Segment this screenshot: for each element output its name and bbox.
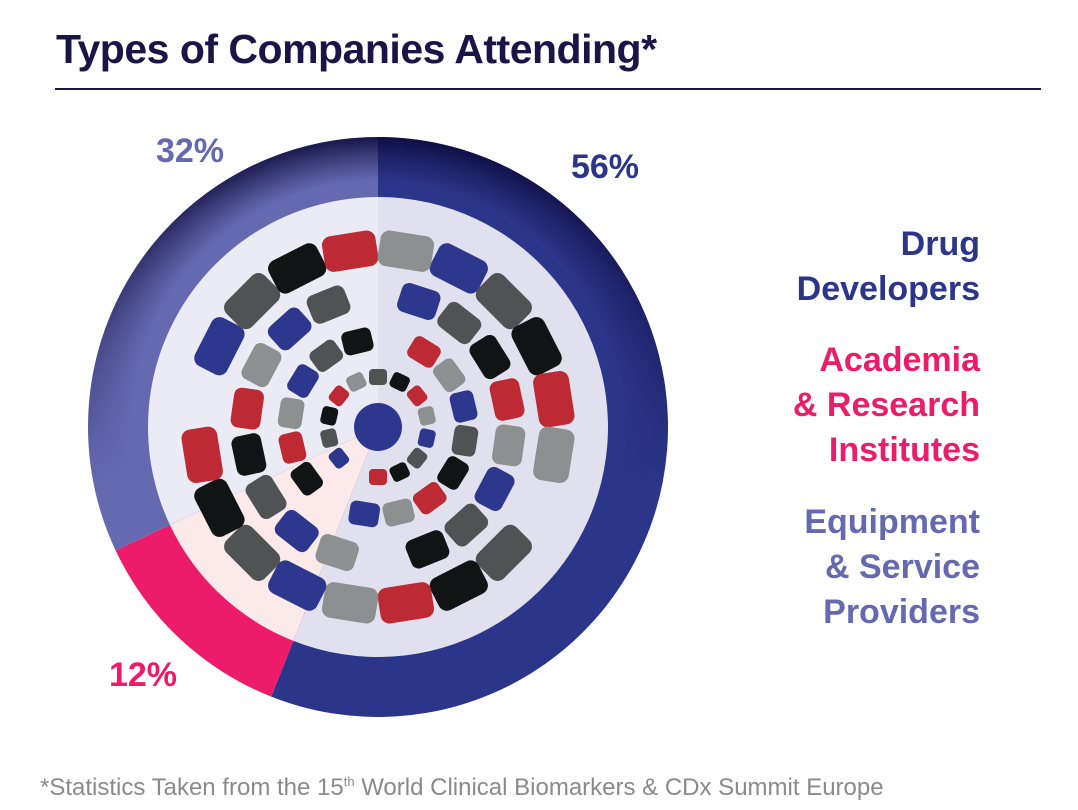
decorative-tile <box>533 370 575 428</box>
decorative-tiles <box>181 230 575 624</box>
legend-label-line: Providers <box>823 593 980 631</box>
footnote: *Statistics Taken from the 15th World Cl… <box>40 774 884 802</box>
decorative-tile <box>405 530 450 569</box>
center-dot <box>354 403 402 451</box>
decorative-tile <box>328 447 350 469</box>
decorative-tile <box>533 426 575 484</box>
legend-entry: Academia & Research Institutes <box>793 338 980 473</box>
decorative-tile <box>274 509 319 553</box>
decorative-tile <box>224 524 281 581</box>
legend-entry: Equipment & Service Providers <box>804 500 980 635</box>
decorative-tile <box>224 273 281 330</box>
decorative-tile <box>475 524 532 581</box>
decorative-tile <box>437 301 482 345</box>
decorative-tile <box>341 327 374 356</box>
footnote-superscript: th <box>343 774 355 789</box>
slice-value-label: 56% <box>571 148 639 186</box>
decorative-tile <box>451 424 479 457</box>
decorative-tile <box>389 462 410 482</box>
decorative-tile <box>194 317 245 376</box>
legend-label-line: Academia <box>819 341 980 379</box>
decorative-tile <box>369 469 387 485</box>
footnote-text-end: World Clinical Biomarkers & CDx Summit E… <box>354 774 884 801</box>
slice-value-label: 32% <box>156 132 224 170</box>
decorative-tile <box>417 406 436 426</box>
decorative-tile <box>382 498 415 527</box>
decorative-tile <box>348 500 381 528</box>
decorative-tile <box>278 431 307 464</box>
decorative-tile <box>475 273 532 330</box>
decorative-tile <box>346 372 367 392</box>
legend-label-line: & Service <box>825 548 980 586</box>
decorative-tile <box>290 461 323 496</box>
decorative-tile <box>492 424 526 467</box>
decorative-tile <box>287 364 319 398</box>
decorative-tile <box>181 426 223 484</box>
decorative-tile <box>469 334 511 380</box>
decorative-tile <box>449 390 478 423</box>
decorative-tile <box>320 406 339 426</box>
chart-title: Types of Companies Attending* <box>56 26 657 72</box>
title-divider <box>55 88 1041 90</box>
decorative-tile <box>437 456 469 490</box>
legend-entry: Drug Developers <box>797 222 980 312</box>
decorative-tile <box>406 385 428 407</box>
legend-label-line: & Research <box>792 386 980 424</box>
decorative-tile <box>377 230 435 272</box>
decorative-tile <box>389 372 410 392</box>
decorative-tile <box>267 307 312 351</box>
decorative-tile <box>429 560 488 611</box>
legend-label-line: Developers <box>796 270 980 308</box>
decorative-tile <box>320 428 339 448</box>
decorative-tile <box>268 560 327 611</box>
footnote-text: *Statistics Taken from the 15 <box>40 774 344 801</box>
decorative-tile <box>241 342 282 388</box>
decorative-tile <box>328 385 350 407</box>
decorative-tile <box>474 466 515 512</box>
decorative-tile <box>377 582 435 624</box>
decorative-tile <box>489 378 525 421</box>
decorative-tile <box>406 447 428 469</box>
decorative-tile <box>321 582 379 624</box>
legend-label-line: Institutes <box>828 431 980 469</box>
decorative-tile <box>194 478 245 537</box>
decorative-tile <box>268 243 327 294</box>
decorative-tile <box>433 358 466 393</box>
decorative-tile <box>444 503 489 547</box>
decorative-tile <box>429 243 488 294</box>
decorative-tile <box>412 482 447 515</box>
decorative-tile <box>306 285 351 324</box>
slice-value-label: 12% <box>109 656 177 694</box>
decorative-tile <box>315 534 359 572</box>
legend-label-line: Drug <box>900 225 980 263</box>
legend-label-line: Equipment <box>804 503 980 541</box>
decorative-tile <box>309 339 344 372</box>
decorative-tile <box>417 428 436 448</box>
decorative-tile <box>245 474 287 520</box>
decorative-tile <box>397 282 441 320</box>
decorative-tile <box>321 230 379 272</box>
decorative-tile <box>407 336 441 368</box>
decorative-tile <box>230 387 264 430</box>
decorative-tile <box>511 317 562 376</box>
decorative-tile <box>277 397 305 430</box>
decorative-tile <box>231 433 267 476</box>
decorative-tile <box>369 369 387 385</box>
